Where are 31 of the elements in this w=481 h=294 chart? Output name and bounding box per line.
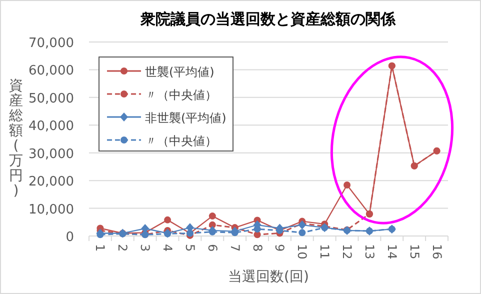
x-tick-label: 8	[250, 244, 264, 252]
legend-label: 〃（中央値）	[145, 88, 217, 102]
y-tick-label: 60,000	[28, 64, 74, 79]
y-axis-title: 資産総額(万円)	[8, 78, 23, 199]
x-tick-label: 16	[430, 244, 444, 260]
y-tick-label: 40,000	[28, 119, 74, 134]
x-axis-title: 当選回数(回)	[228, 269, 309, 285]
x-tick-label: 11	[318, 244, 332, 260]
y-tick-label: 0	[66, 230, 74, 245]
x-tick-label: 6	[205, 244, 220, 252]
y-tick-label: 20,000	[28, 174, 74, 190]
y-tick-label: 50,000	[28, 91, 74, 106]
x-tick-label: 13	[362, 244, 376, 260]
x-tick-label: 2	[116, 244, 130, 252]
y-tick-label: 10,000	[28, 202, 74, 218]
legend-label: 非世襲(平均値)	[145, 111, 226, 125]
y-tick-label: 30,000	[28, 146, 74, 162]
legend-label: 〃（中央値）	[145, 134, 217, 148]
x-tick-label: 10	[295, 244, 310, 260]
y-tick-label: 70,000	[28, 36, 74, 51]
x-tick-label: 5	[182, 244, 197, 252]
x-tick-label: 7	[228, 244, 242, 252]
x-tick-label: 4	[160, 244, 175, 252]
x-tick-label: 9	[272, 244, 287, 252]
chart-title: 衆院議員の当選回数と資産総額の関係	[140, 10, 396, 28]
x-tick-label: 12	[340, 244, 354, 260]
x-tick-label: 14	[384, 244, 399, 260]
legend-label: 世襲(平均値)	[145, 65, 214, 79]
x-tick-label: 3	[138, 244, 152, 252]
x-tick-label: 15	[407, 244, 422, 260]
x-tick-label: 1	[93, 244, 108, 252]
